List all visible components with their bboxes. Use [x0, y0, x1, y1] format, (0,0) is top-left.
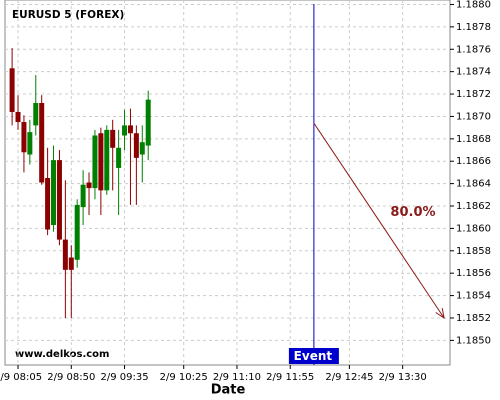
- y-tick-label: 1.1856: [456, 268, 491, 279]
- candle-body: [116, 147, 122, 168]
- candle-body: [56, 160, 62, 240]
- candle-body: [98, 133, 104, 191]
- candle-body: [62, 239, 68, 270]
- y-tick-label: 1.1866: [456, 156, 491, 167]
- y-tick-label: 1.1880: [456, 0, 491, 10]
- x-tick-label: 2/9 08:50: [47, 372, 95, 383]
- candle-body: [9, 68, 15, 112]
- candle-body: [122, 125, 128, 136]
- candle-body: [74, 204, 80, 260]
- candle-body: [110, 129, 116, 148]
- x-tick-label: 2/9 09:35: [100, 372, 148, 383]
- y-tick-label: 1.1878: [456, 22, 491, 33]
- chart-title: EURUSD 5 (FOREX): [12, 9, 124, 21]
- candle-body: [145, 99, 151, 146]
- y-tick-label: 1.1870: [456, 111, 491, 122]
- x-tick-label: 2/9 08:05: [0, 372, 42, 383]
- candle-body: [86, 182, 92, 189]
- event-box: [288, 348, 339, 364]
- y-tick-label: 1.1852: [456, 313, 491, 324]
- candle-body: [45, 178, 51, 230]
- x-tick-label: 2/9 11:10: [213, 372, 261, 383]
- y-tick-label: 1.1860: [456, 223, 491, 234]
- candle-body: [139, 142, 145, 155]
- candle-body: [80, 184, 86, 208]
- y-tick-label: 1.1862: [456, 201, 491, 212]
- y-tick-label: 1.1854: [456, 291, 491, 302]
- x-tick-label: 2/9 12:45: [325, 372, 373, 383]
- y-tick-label: 1.1850: [456, 335, 491, 346]
- candle-body: [33, 103, 39, 126]
- x-tick-label: 2/9 13:30: [379, 372, 427, 383]
- y-tick-label: 1.1872: [456, 89, 491, 100]
- candle-body: [104, 129, 110, 191]
- plot-area: [4, 0, 451, 366]
- arrow-head: [435, 308, 445, 320]
- projection-arrow: [313, 122, 445, 319]
- y-tick-label: 1.1874: [456, 67, 491, 78]
- event-label: Event: [294, 349, 333, 363]
- projection-label: 80.0%: [390, 205, 435, 220]
- candle-body: [15, 111, 21, 123]
- candle-body: [133, 133, 139, 158]
- y-tick-label: 1.1864: [456, 179, 491, 190]
- y-tick-label: 1.1876: [456, 44, 491, 55]
- candle-body: [127, 125, 133, 134]
- x-axis-label: Date: [211, 383, 246, 398]
- x-tick-label: 2/9 11:55: [266, 372, 314, 383]
- candle-body: [92, 135, 98, 189]
- x-tick-label: 2/9 10:25: [160, 372, 208, 383]
- y-tick-label: 1.1858: [456, 246, 491, 257]
- candle-body: [27, 132, 33, 155]
- candle-body: [21, 122, 27, 153]
- y-tick-label: 1.1868: [456, 134, 491, 145]
- watermark: www.delkos.com: [15, 349, 109, 360]
- candle-body: [51, 160, 57, 226]
- candle-body: [68, 257, 74, 270]
- candle-body: [39, 103, 45, 183]
